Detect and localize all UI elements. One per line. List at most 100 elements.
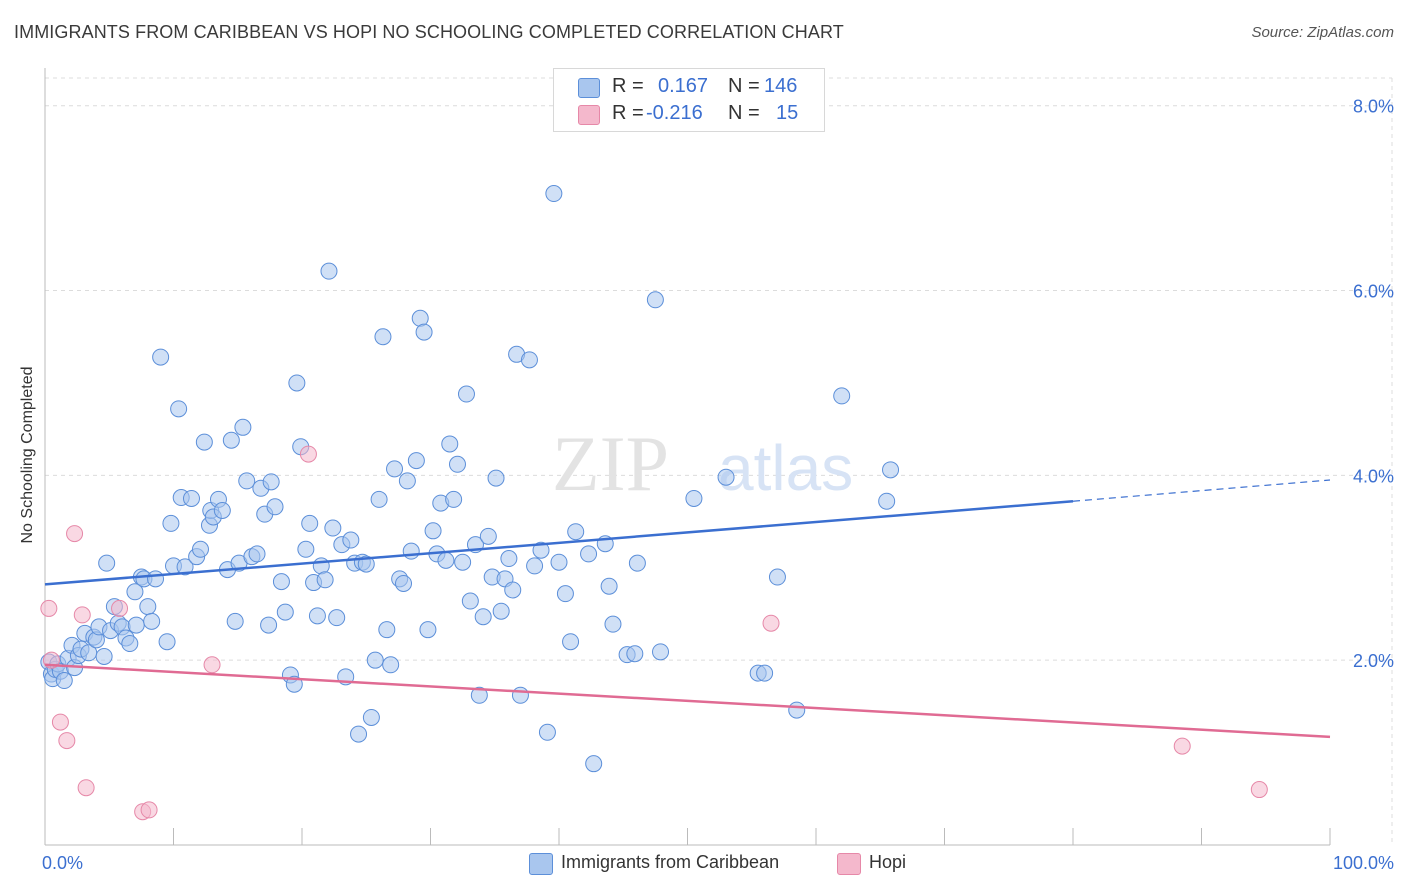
caribbean-point bbox=[213, 501, 231, 519]
caribbean-point bbox=[580, 545, 598, 563]
caribbean-point bbox=[448, 455, 466, 473]
caribbean-point bbox=[756, 664, 774, 682]
caribbean-point bbox=[324, 519, 342, 537]
caribbean-point bbox=[685, 489, 703, 507]
caribbean-point bbox=[152, 348, 170, 366]
caribbean-point bbox=[646, 291, 664, 309]
caribbean-point bbox=[600, 577, 618, 595]
caribbean-point bbox=[362, 708, 380, 726]
caribbean-point bbox=[147, 570, 165, 588]
caribbean-point bbox=[226, 612, 244, 630]
caribbean-point bbox=[386, 460, 404, 478]
legend-n-value: 15 bbox=[776, 102, 799, 124]
caribbean-point bbox=[419, 621, 437, 639]
caribbean-point bbox=[788, 701, 806, 719]
chart-title: IMMIGRANTS FROM CARIBBEAN VS HOPI NO SCH… bbox=[14, 22, 844, 42]
caribbean-point bbox=[532, 541, 550, 559]
hopi-point bbox=[140, 801, 158, 819]
caribbean-point bbox=[717, 468, 735, 486]
hopi-point bbox=[1250, 781, 1268, 799]
caribbean-point bbox=[402, 542, 420, 560]
legend-r-value: -0.216 bbox=[646, 102, 703, 124]
caribbean-point bbox=[127, 616, 145, 634]
hopi-point bbox=[1173, 737, 1191, 755]
caribbean-point bbox=[382, 656, 400, 674]
caribbean-point bbox=[234, 418, 252, 436]
legend-r-value: 0.167 bbox=[658, 75, 709, 97]
caribbean-point bbox=[342, 531, 360, 549]
caribbean-point bbox=[55, 672, 73, 690]
caribbean-point bbox=[604, 615, 622, 633]
caribbean-point bbox=[526, 557, 544, 575]
caribbean-point bbox=[139, 598, 157, 616]
caribbean-point bbox=[470, 686, 488, 704]
hopi-point bbox=[73, 606, 91, 624]
caribbean-point bbox=[297, 540, 315, 558]
caribbean-point bbox=[454, 553, 472, 571]
legend-swatch-pink bbox=[578, 105, 600, 125]
caribbean-point bbox=[191, 540, 209, 558]
correlation-legend: R = 0.167 N = 146 R = -0.216 N = 15 bbox=[553, 68, 825, 132]
caribbean-point bbox=[248, 545, 266, 563]
caribbean-point bbox=[878, 492, 896, 510]
caribbean-point bbox=[162, 514, 180, 532]
caribbean-point bbox=[424, 522, 442, 540]
caribbean-point bbox=[328, 609, 346, 627]
caribbean-point bbox=[238, 472, 256, 490]
watermark-zip: ZIP bbox=[552, 420, 669, 507]
caribbean-point bbox=[158, 633, 176, 651]
y-tick-label: 8.0% bbox=[1353, 97, 1394, 117]
hopi-point bbox=[66, 525, 84, 543]
bottom-legend-label: Immigrants from Caribbean bbox=[561, 852, 780, 872]
caribbean-point bbox=[445, 490, 463, 508]
caribbean-point bbox=[652, 643, 670, 661]
caribbean-point bbox=[556, 585, 574, 603]
caribbean-point bbox=[126, 583, 144, 601]
caribbean-point bbox=[511, 686, 529, 704]
caribbean-point bbox=[308, 607, 326, 625]
y-tick-label: 2.0% bbox=[1353, 651, 1394, 671]
source-credit: Source: ZipAtlas.com bbox=[1251, 24, 1394, 41]
y-tick-labels: 2.0% 4.0% 6.0% 8.0% bbox=[1353, 97, 1394, 671]
caribbean-point bbox=[474, 608, 492, 626]
caribbean-point bbox=[95, 647, 113, 665]
caribbean-point bbox=[316, 571, 334, 589]
legend-swatch-blue bbox=[578, 78, 600, 98]
hopi-point bbox=[51, 713, 69, 731]
caribbean-point bbox=[567, 523, 585, 541]
x-tick-label-min: 0.0% bbox=[42, 853, 83, 873]
hopi-point bbox=[58, 732, 76, 750]
caribbean-point bbox=[479, 527, 497, 545]
y-tick-label: 4.0% bbox=[1353, 466, 1394, 486]
caribbean-point bbox=[370, 490, 388, 508]
caribbean-point bbox=[320, 262, 338, 280]
caribbean-point bbox=[276, 603, 294, 621]
caribbean-point bbox=[301, 514, 319, 532]
caribbean-point bbox=[492, 602, 510, 620]
caribbean-point bbox=[628, 554, 646, 572]
bottom-legend-label: Hopi bbox=[869, 852, 907, 872]
caribbean-point bbox=[121, 635, 139, 653]
x-tick-labels: 0.0% 100.0% bbox=[42, 853, 1394, 873]
caribbean-point bbox=[272, 573, 290, 591]
bottom-legend-swatch-blue bbox=[529, 853, 553, 875]
caribbean-point bbox=[441, 435, 459, 453]
watermark: ZIP atlas bbox=[552, 420, 853, 507]
caribbean-point bbox=[170, 400, 188, 418]
caribbean-point bbox=[487, 469, 505, 487]
caribbean-trend-line bbox=[44, 499, 1074, 586]
hopi-point bbox=[203, 656, 221, 674]
caribbean-point bbox=[395, 574, 413, 592]
caribbean-point bbox=[882, 461, 900, 479]
series-hopi-points bbox=[40, 445, 1268, 821]
caribbean-point bbox=[374, 328, 392, 346]
caribbean-point bbox=[461, 592, 479, 610]
caribbean-point bbox=[407, 452, 425, 470]
caribbean-point bbox=[768, 568, 786, 586]
bottom-legend-swatch-pink bbox=[837, 853, 861, 875]
caribbean-point bbox=[288, 374, 306, 392]
caribbean-point bbox=[520, 351, 538, 369]
hopi-point bbox=[77, 779, 95, 797]
caribbean-point bbox=[626, 645, 644, 663]
